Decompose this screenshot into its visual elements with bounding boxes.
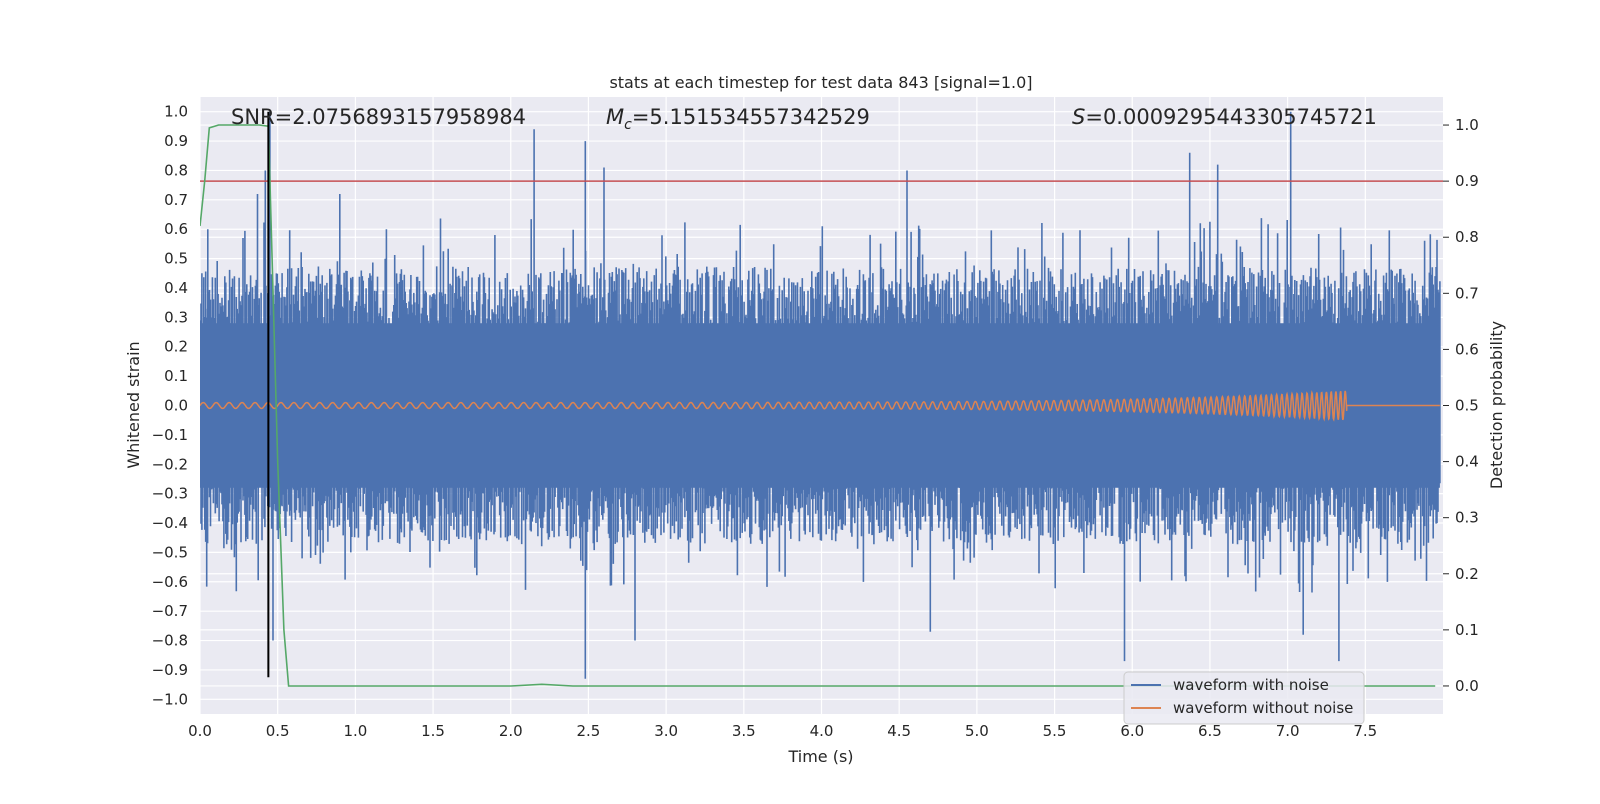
- x-axis-label: Time (s): [787, 747, 853, 766]
- y-tick-label: −0.2: [152, 455, 188, 473]
- y-tick-label: −0.7: [152, 602, 188, 620]
- y-right-tick-label: 0.2: [1455, 565, 1479, 583]
- axes: 0.0 0.5 1.0 1.5 2.0 2.5 3.0 3.5 4.0 4.5 5.0 5.5 6.0 6…: [152, 103, 1479, 740]
- y-tick-label: 0.6: [164, 220, 188, 238]
- y-right-tick-label: 0.5: [1455, 397, 1479, 415]
- x-tick-label: 1.5: [421, 722, 445, 740]
- y-tick-label: 0.3: [164, 308, 188, 326]
- y-tick-label: 1.0: [164, 103, 188, 121]
- x-tick-label: 5.0: [965, 722, 989, 740]
- chirp-mass-value: =5.151534557342529: [632, 105, 870, 129]
- y-right-tick-label: 0.6: [1455, 340, 1479, 358]
- chart-title: stats at each timestep for test data 843…: [609, 73, 1032, 92]
- series-waveform-without-noise: [200, 390, 1440, 422]
- x-tick-label: 3.0: [654, 722, 678, 740]
- x-tick-label: 1.0: [343, 722, 367, 740]
- x-tick-label: 4.0: [810, 722, 834, 740]
- y-right-tick-label: 0.7: [1455, 284, 1479, 302]
- series-detection-probability: [200, 124, 1436, 687]
- y-tick-label: 0.9: [164, 132, 188, 150]
- y-right-tick-label: 0.0: [1455, 677, 1479, 695]
- x-tick-label: 2.5: [577, 722, 601, 740]
- y-tick-label: −1.0: [152, 690, 188, 708]
- y-tick-label: 0.2: [164, 338, 188, 356]
- y-axis-right-label: Detection probability: [1487, 321, 1506, 489]
- legend-label-clean: waveform without noise: [1173, 699, 1353, 717]
- x-tick-label: 0.0: [188, 722, 212, 740]
- chirp-mass-annotation: Mc=5.151534557342529: [606, 105, 870, 133]
- y-tick-label: 0.7: [164, 191, 188, 209]
- y-axis-label: Whitened strain: [124, 341, 143, 468]
- y-tick-label: −0.1: [152, 426, 188, 444]
- s-value: =0.0009295443305745721: [1085, 105, 1377, 129]
- y-tick-label: −0.4: [152, 514, 188, 532]
- y-right-tick-label: 0.1: [1455, 621, 1479, 639]
- x-tick-label: 2.0: [499, 722, 523, 740]
- legend: waveform with noise waveform without noi…: [1123, 671, 1365, 725]
- legend-box: [1123, 671, 1365, 725]
- data-layer: [200, 111, 1443, 687]
- y-tick-label: −0.8: [152, 632, 188, 650]
- x-tick-label: 7.5: [1353, 722, 1377, 740]
- x-tick-label: 0.5: [266, 722, 290, 740]
- y-tick-label: −0.6: [152, 573, 188, 591]
- legend-label-noise: waveform with noise: [1173, 676, 1329, 694]
- y-tick-label: −0.3: [152, 485, 188, 503]
- x-tick-label: 6.0: [1120, 722, 1144, 740]
- x-tick-label: 7.0: [1276, 722, 1300, 740]
- y-tick-label: 0.8: [164, 161, 188, 179]
- chirp-mass-subscript: c: [624, 117, 632, 133]
- y-tick-label: 0.5: [164, 250, 188, 268]
- chirp-mass-symbol: M: [606, 105, 624, 129]
- y-tick-label: 0.0: [164, 397, 188, 415]
- s-symbol: S: [1072, 105, 1085, 129]
- y-right-tick-label: 1.0: [1455, 116, 1479, 134]
- x-tick-label: 4.5: [887, 722, 911, 740]
- x-tick-label: 5.5: [1043, 722, 1067, 740]
- y-right-tick-label: 0.4: [1455, 453, 1479, 471]
- s-annotation: S=0.0009295443305745721: [1072, 105, 1377, 129]
- y-right-tick-label: 0.8: [1455, 228, 1479, 246]
- y-right-tick-label: 0.9: [1455, 172, 1479, 190]
- x-tick-label: 3.5: [732, 722, 756, 740]
- y-tick-label: 0.1: [164, 367, 188, 385]
- y-tick-label: −0.9: [152, 661, 188, 679]
- x-tick-label: 6.5: [1198, 722, 1222, 740]
- snr-annotation: SNR=2.0756893157958984: [231, 105, 526, 129]
- y-tick-label: −0.5: [152, 543, 188, 561]
- y-right-tick-label: 0.3: [1455, 509, 1479, 527]
- y-tick-label: 0.4: [164, 279, 188, 297]
